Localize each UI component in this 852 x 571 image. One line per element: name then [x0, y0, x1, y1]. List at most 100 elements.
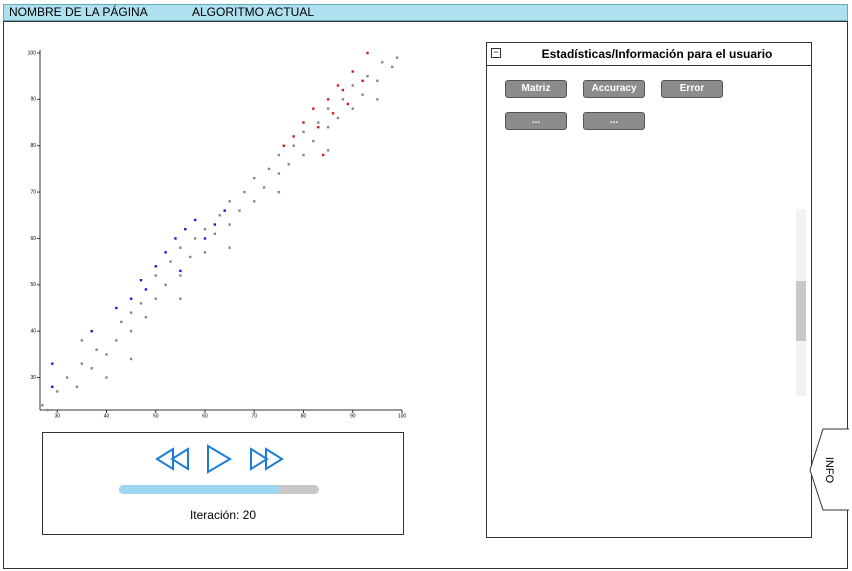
scatter-point — [65, 376, 69, 379]
scatter-point — [203, 251, 207, 254]
scatter-point — [243, 190, 246, 194]
main-frame — [3, 21, 848, 569]
y-tick-label: 50 — [30, 282, 36, 288]
scatter-point — [366, 51, 369, 55]
y-tick-label: 90 — [30, 97, 36, 103]
scatter-point — [351, 107, 354, 110]
collapse-button[interactable]: − — [491, 48, 501, 58]
panel-button[interactable]: Error — [661, 80, 723, 98]
scatter-point — [312, 107, 315, 110]
scatter-point — [105, 353, 108, 356]
scatter-point — [312, 139, 315, 143]
scatter-point — [120, 320, 123, 324]
scatter-point — [253, 200, 256, 203]
scatter-point — [351, 84, 354, 87]
scatter-point — [179, 246, 182, 249]
scatter-point — [164, 283, 167, 287]
scatter-point — [238, 209, 241, 212]
scatter-point — [129, 357, 133, 361]
scatter-point — [277, 153, 281, 157]
scatter-point — [376, 79, 379, 83]
x-tick-label: 40 — [104, 413, 110, 419]
scatter-point — [169, 260, 172, 263]
scatter-point — [129, 329, 133, 333]
scatter-point — [193, 218, 197, 222]
scatter-point — [203, 227, 207, 231]
scatter-point — [302, 121, 305, 124]
scatter-point — [395, 56, 399, 59]
y-tick-label: 30 — [30, 375, 36, 381]
info-tab[interactable]: INFO — [809, 428, 851, 512]
scatter-point — [336, 84, 340, 87]
scatter-point — [361, 79, 364, 83]
scatter-point — [51, 385, 54, 389]
scatter-point — [80, 339, 84, 342]
x-tick-label: 80 — [301, 413, 307, 419]
scatter-point — [381, 61, 384, 64]
progress-track[interactable] — [119, 485, 319, 494]
scatter-point — [302, 153, 305, 157]
scatter-point — [213, 232, 217, 236]
y-tick-label: 40 — [30, 329, 36, 335]
scatter-point — [115, 306, 118, 310]
scatter-point — [90, 329, 93, 333]
panel-button[interactable]: Accuracy — [583, 80, 645, 98]
scatter-point — [326, 125, 330, 129]
scatter-point — [366, 74, 369, 78]
scatter-point — [56, 390, 59, 393]
iteration-label: Iteración: 20 — [189, 508, 257, 522]
scatter-point — [321, 153, 325, 157]
play-button[interactable] — [207, 444, 232, 474]
scatter-point — [292, 144, 295, 147]
scatter-point — [95, 348, 98, 351]
scatter-point — [341, 88, 345, 92]
scatter-point — [282, 144, 285, 147]
scatter-point — [144, 288, 148, 291]
scatter-point — [351, 70, 354, 73]
rewind-button[interactable] — [155, 447, 189, 471]
scatter-point — [228, 246, 231, 249]
scatter-point — [361, 93, 364, 96]
scatter-point — [193, 237, 197, 240]
y-tick-label: 80 — [30, 143, 36, 149]
scatter-point — [139, 278, 143, 282]
scatter-point — [213, 223, 217, 226]
scrollbar[interactable] — [796, 209, 806, 396]
panel-button[interactable]: Matriz — [505, 80, 567, 98]
x-tick-label: 50 — [153, 413, 159, 419]
scroll-thumb[interactable] — [796, 281, 806, 341]
scatter-chart: 30 40 50 60 70 80 90 100 30 40 50 60 70 80 90 100 — [28, 50, 407, 419]
panel-button[interactable]: ... — [583, 112, 645, 130]
panel-button[interactable]: ... — [505, 112, 567, 130]
scatter-point — [174, 237, 177, 240]
scatter-point — [292, 135, 295, 138]
scatter-point — [105, 376, 108, 379]
y-tick-label: 60 — [30, 236, 36, 242]
scatter-point — [179, 269, 182, 273]
scatter-point — [326, 98, 330, 101]
stats-panel: − Estadísticas/Información para el usuar… — [486, 42, 812, 538]
scatter-point — [218, 214, 221, 217]
scatter-point — [90, 367, 93, 370]
panel-title: Estadísticas/Información para el usuario — [541, 47, 773, 61]
scatter-point — [51, 362, 54, 365]
scatter-point — [336, 116, 340, 120]
scatter-point — [267, 167, 271, 171]
scatter-point — [317, 125, 320, 129]
scatter-point — [317, 121, 320, 124]
page-name: NOMBRE DE LA PÁGINA — [9, 5, 148, 19]
x-tick-label: 100 — [398, 413, 407, 419]
header-bar: NOMBRE DE LA PÁGINA ALGORITMO ACTUAL — [3, 4, 848, 21]
player-icons — [155, 444, 284, 474]
scatter-point — [346, 102, 350, 106]
x-tick-label: 60 — [202, 413, 208, 419]
scatter-point — [179, 297, 182, 300]
y-tick-label: 70 — [30, 189, 36, 195]
scatter-point — [179, 274, 182, 277]
algorithm-name: ALGORITMO ACTUAL — [192, 5, 315, 19]
forward-button[interactable] — [250, 447, 284, 471]
scatter-point — [139, 302, 143, 305]
scatter-point — [228, 200, 231, 203]
scatter-point — [164, 251, 167, 254]
